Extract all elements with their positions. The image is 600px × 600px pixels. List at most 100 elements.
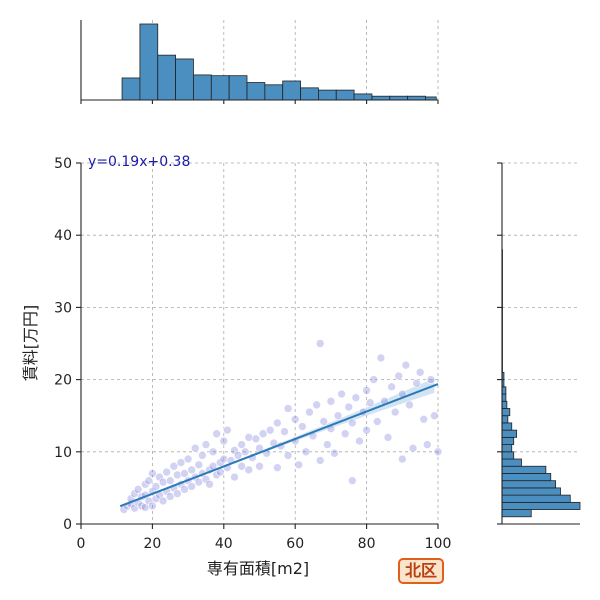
y-hist-bar [501,451,515,460]
scatter-point [187,465,196,475]
y-hist-bar [501,386,507,395]
scatter-point [140,503,150,512]
y-hist-bar [501,494,571,503]
scatter-point [387,382,396,392]
regression-equation: y=0.19x+0.38 [88,154,190,170]
scatter-point [355,436,364,446]
y-axis-label: 賃料[万円] [21,305,40,382]
y-tick-label: 20 [54,373,72,389]
x-tick-label: 20 [143,536,161,552]
x-hist-bar [407,95,426,101]
y-hist-bar [501,458,522,467]
scatter-point [255,461,264,471]
region-badge: 北区 [398,558,445,584]
scatter-point [265,425,275,435]
scatter-point [173,489,182,498]
scatter-point [426,375,436,384]
y-hist-bar [501,408,511,417]
scatter-point [205,479,214,489]
scatter-point [419,415,429,424]
scatter-point [133,485,143,494]
scatter-point [194,460,204,470]
scatter-point [348,418,357,428]
scatter-point [201,440,211,449]
scatter-point [180,469,189,478]
scatter-point [301,447,311,457]
scatter-point [365,398,375,408]
scatter-point [219,454,229,464]
y-tick-label: 0 [63,517,72,533]
scatter-point [233,451,243,460]
regression-line [119,383,439,508]
x-hist-bar [193,74,212,101]
y-tick-label: 10 [54,445,72,461]
scatter-point [183,454,193,464]
scatter-point [376,353,386,363]
y-hist-bar [501,509,532,518]
scatter-point [312,400,321,410]
x-hist-bar [371,95,391,101]
scatter-point [415,368,425,377]
scatter-point [148,469,157,478]
y-hist-bar [501,429,518,438]
scatter-point [298,422,307,431]
scatter-point [251,434,261,444]
x-hist-bar [121,77,141,101]
scatter-point [294,460,304,470]
x-tick-label: 40 [215,536,233,552]
scatter-point [223,425,232,435]
x-hist-bar [389,95,409,101]
scatter-point [198,451,207,460]
y-marginal-histogram [501,249,581,518]
x-tick-label: 0 [77,536,86,552]
scatter-point [401,360,411,370]
scatter-point [244,465,254,475]
scatter-point [169,461,179,471]
scatter-point [215,458,225,467]
scatter-point [397,454,407,464]
regression-line-group [119,383,439,508]
scatter-point [326,396,336,406]
scatter-point [412,378,421,388]
scatter-point [151,494,161,504]
scatter-point [280,427,289,436]
y-hist-bar [501,465,547,474]
scatter-point [230,446,239,455]
scatter-point [319,417,329,426]
scatter-point [244,433,254,442]
scatter-point [148,501,157,511]
scatter-point [305,407,314,417]
scatter-point [348,476,357,485]
scatter-point [273,463,282,472]
scatter-point [219,436,229,446]
scatter-point [187,482,196,491]
scatter-point [362,386,371,395]
scatter-point [405,400,414,410]
scatter-point [165,492,175,501]
scatter-point [155,472,164,482]
y-hist-bar [501,415,509,424]
y-hist-bar [501,436,515,445]
scatter-point [422,440,432,449]
y-hist-bar [501,422,513,431]
scatter-point [369,375,379,384]
scatter-point [140,479,150,489]
scatter-point [208,447,218,457]
scatter-point [194,477,204,487]
scatter-point [240,447,250,457]
scatter-point [144,476,154,485]
x-hist-bar [335,89,355,101]
scatter-point [158,477,168,487]
y-hist-bar [501,480,557,489]
scatter-point [237,461,246,471]
y-tick-label: 30 [54,300,72,316]
axes-spines [80,20,580,525]
scatter-point [190,443,200,453]
y-hist-bar [501,501,581,510]
x-hist-bar [228,75,248,101]
scatter-point [383,433,393,442]
x-marginal-histogram [121,23,437,101]
scatter-point [433,447,443,457]
y-hist-bar [501,473,552,482]
x-hist-bar [300,87,319,101]
